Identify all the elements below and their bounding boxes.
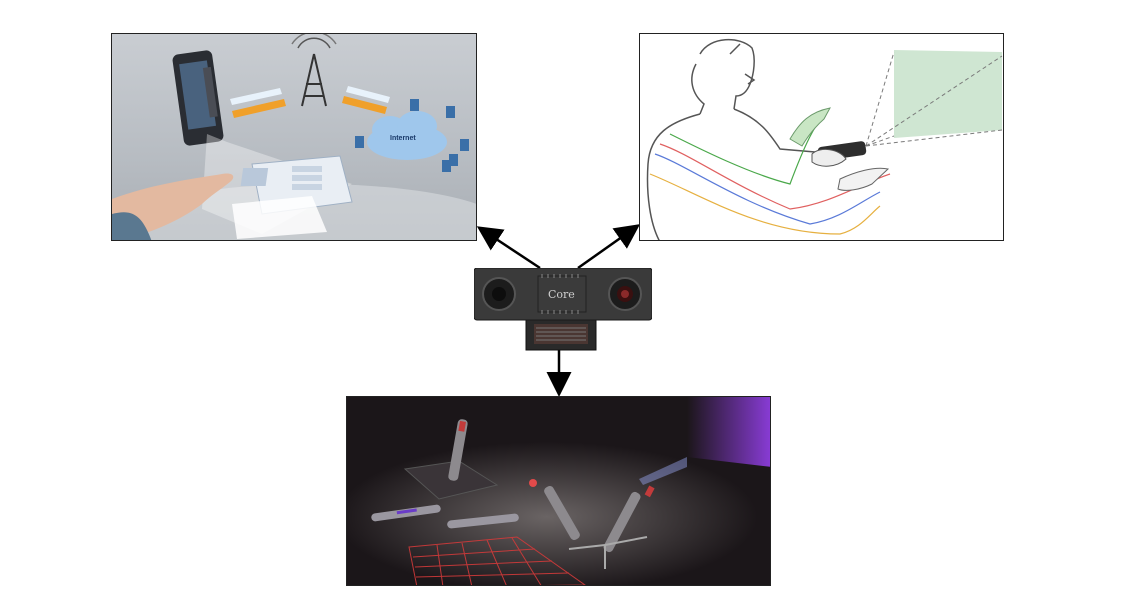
projection-surface-icon [894, 50, 1002, 138]
arrow-to-mobile [476, 226, 541, 270]
signal-arrow-orange [232, 99, 286, 118]
pen-tripod-icon [529, 479, 655, 569]
core-chip-icon [537, 275, 587, 313]
handheld-projector-icon [811, 141, 867, 167]
pointing-hand-icon [789, 107, 831, 147]
pen-devices-panel [346, 396, 771, 586]
pen-lying-2 [447, 513, 519, 529]
pen-on-base-icon [403, 419, 499, 500]
projected-keyboard-icon [232, 196, 327, 239]
mobile-projection-panel: Internet [111, 33, 477, 241]
arrow-to-gesture [577, 224, 641, 270]
core-module: Core [474, 268, 652, 352]
server-icons [355, 99, 469, 172]
internet-cloud-icon: Internet [367, 111, 447, 160]
projection-beam [639, 457, 687, 485]
laser-keyboard-icon [408, 536, 586, 585]
person-sketch-icon [646, 38, 816, 240]
signal-arrow-right-white [346, 86, 390, 103]
cell-tower-icon [291, 34, 337, 107]
internet-label: Internet [390, 135, 416, 142]
core-label: Core [548, 288, 575, 301]
signal-arrow-right-orange [342, 96, 387, 114]
smartphone-icon [172, 50, 224, 146]
gesture-pointing-panel [639, 33, 1004, 241]
purple-wall-light [687, 397, 770, 467]
signal-arrow-left [230, 88, 282, 105]
